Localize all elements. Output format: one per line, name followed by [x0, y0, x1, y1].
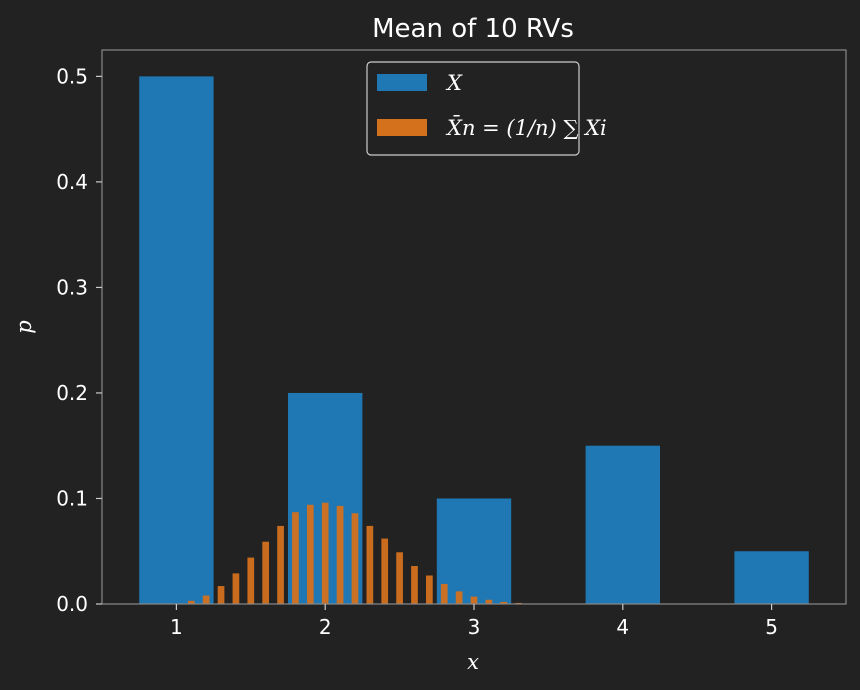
x-tick-label: 1 [170, 615, 183, 639]
legend-swatch-sample-mean [377, 119, 427, 136]
bar-series-1-x-1.8 [292, 512, 299, 604]
bar-series-1-x-1.5 [247, 557, 255, 604]
bar-series-1-x-2.9 [455, 591, 463, 604]
x-tick-label: 5 [765, 615, 778, 639]
bar-series-1-x-2.5 [396, 552, 403, 604]
bar-series-1-x-1.7 [277, 525, 284, 604]
bar-series-1-x-3 [470, 596, 478, 604]
legend-swatch-x [377, 74, 427, 91]
bar-series-0-x-1 [139, 76, 214, 604]
bar-series-1-x-2.4 [381, 538, 389, 604]
bar-series-1-x-3.1 [485, 599, 493, 604]
bar-series-1-x-2.6 [411, 566, 418, 604]
bar-series-1-x-2.8 [440, 583, 448, 604]
bar-series-1-x-1.6 [262, 541, 270, 604]
bar-series-1-x-2.2 [351, 513, 359, 604]
y-tick-label: 0.3 [56, 275, 88, 299]
bar-series-1-x-3.2 [500, 601, 508, 604]
bars-layer [139, 76, 809, 604]
y-tick-label: 0.4 [56, 170, 88, 194]
ticks-layer: 1 2 3 4 5 0.0 0.1 0.2 0.3 0.4 0.5 [56, 64, 778, 639]
bar-series-0-x-4 [585, 445, 660, 604]
legend: X X̄n = (1/n) ∑ Xi [366, 61, 607, 156]
bar-series-1-x-2.3 [366, 525, 374, 604]
bar-series-1-x-1.9 [306, 504, 314, 604]
bar-series-1-x-1.1 [187, 600, 195, 604]
x-tick-label: 3 [468, 615, 481, 639]
bar-series-0-x-3 [436, 498, 512, 604]
legend-label-sample-mean: X̄n = (1/n) ∑ Xi [445, 115, 607, 140]
bar-series-1-x-2 [321, 502, 329, 604]
x-tick-label: 2 [319, 615, 332, 639]
bar-series-1-x-1.3 [217, 586, 225, 604]
chart-title: Mean of 10 RVs [372, 14, 574, 44]
y-tick-label: 0.5 [56, 64, 88, 88]
y-tick-label: 0.2 [56, 381, 88, 405]
bar-series-1-x-2.1 [336, 505, 344, 604]
bar-series-1-x-2.7 [426, 575, 433, 604]
bar-series-1-x-1.2 [202, 595, 210, 604]
bar-series-0-x-5 [734, 551, 809, 604]
bar-series-1-x-1.4 [232, 573, 240, 604]
legend-label-x: X [445, 71, 463, 95]
x-axis-label: x [467, 650, 479, 674]
y-tick-label: 0.0 [56, 592, 88, 616]
y-axis-label: p [12, 320, 36, 333]
x-tick-label: 4 [616, 615, 629, 639]
y-tick-label: 0.1 [56, 486, 88, 510]
